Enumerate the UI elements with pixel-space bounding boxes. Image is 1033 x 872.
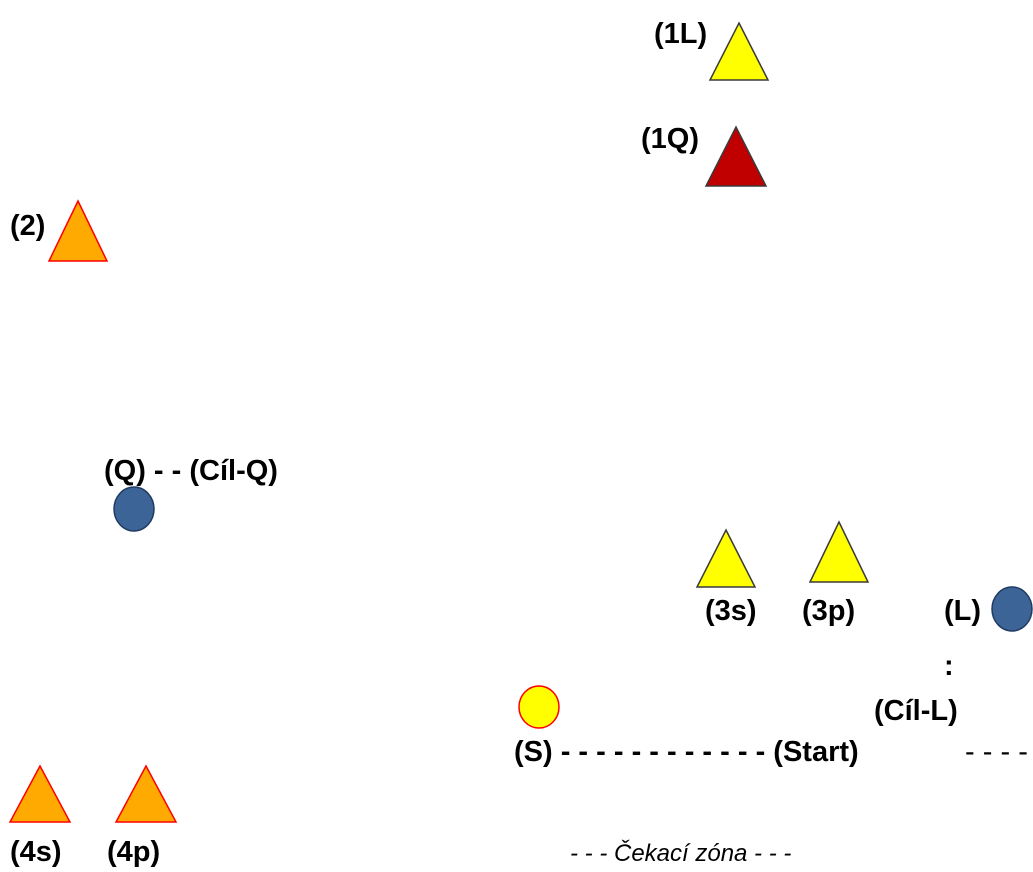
label-1Q: (1Q) xyxy=(641,123,699,155)
label-4s: (4s) xyxy=(10,836,62,868)
marker-Q-icon xyxy=(113,486,155,532)
label-cil-L: (Cíl-L) xyxy=(874,695,958,727)
cone-1Q-icon xyxy=(704,125,768,187)
cone-1L-icon xyxy=(708,21,770,81)
label-start-line-tail: - - - - xyxy=(957,736,1028,768)
cone-4s-icon xyxy=(8,764,72,823)
cone-4p-icon xyxy=(114,764,178,823)
label-1L: (1L) xyxy=(654,18,708,50)
label-start-line: (S) - - - - - - - - - - - - (Start) xyxy=(514,736,859,768)
label-waiting-zone: - - - Čekací zóna - - - xyxy=(570,840,792,867)
label-2: (2) xyxy=(10,210,46,242)
label-colon: : xyxy=(944,650,954,682)
label-L: (L) xyxy=(944,595,982,627)
cone-3p-icon xyxy=(808,520,870,583)
label-4p: (4p) xyxy=(107,836,161,868)
cone-3s-icon xyxy=(695,528,757,588)
label-q-finish-line: (Q) - - (Cíl-Q) xyxy=(104,455,278,487)
cone-2-icon xyxy=(47,199,109,262)
marker-L-icon xyxy=(991,586,1033,632)
marker-S-icon xyxy=(518,685,560,729)
label-3s: (3s) xyxy=(705,595,757,627)
label-3p: (3p) xyxy=(802,595,856,627)
